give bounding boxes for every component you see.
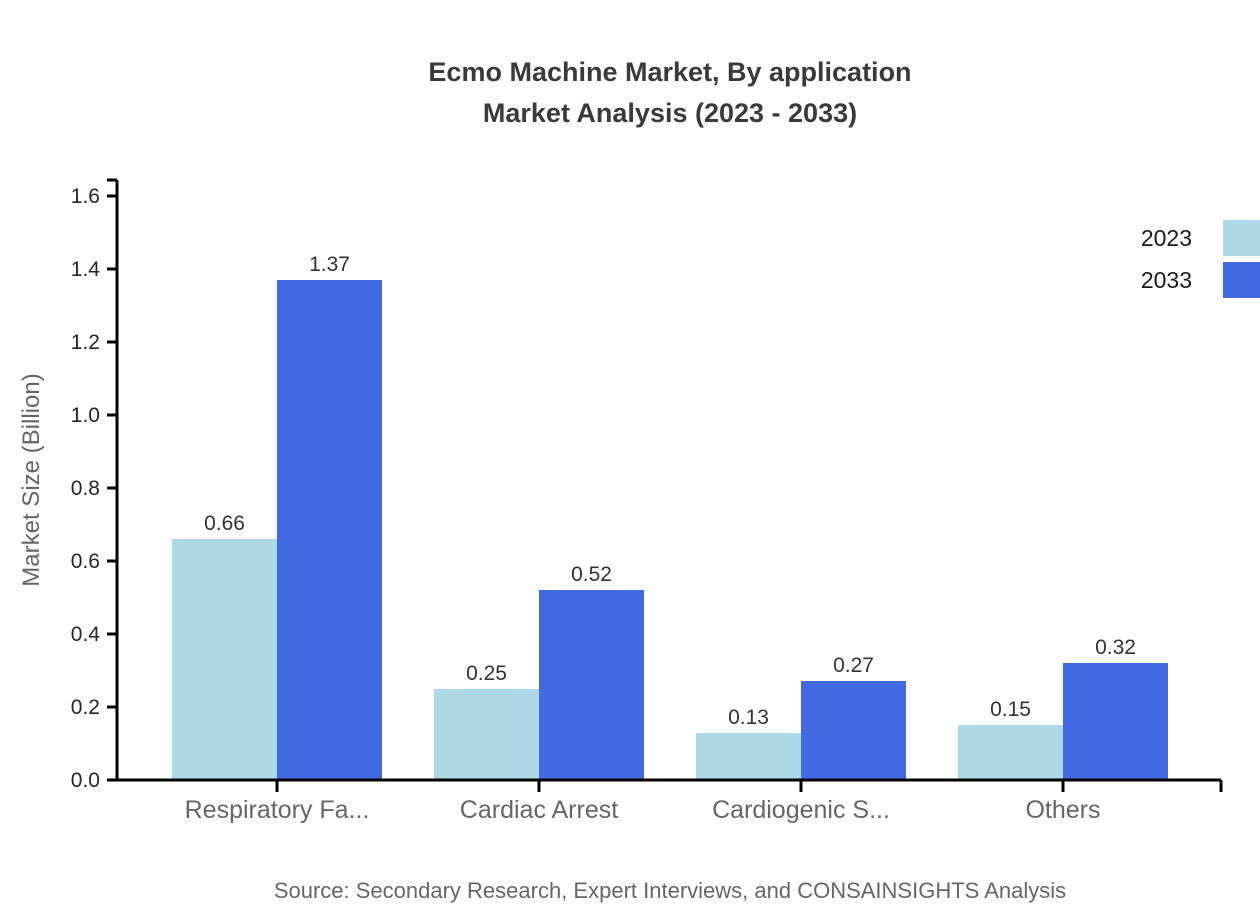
chart-title-line1: Ecmo Machine Market, By application (428, 57, 912, 87)
category-label-2: Cardiogenic S... (712, 796, 890, 824)
legend-swatch-2023 (1223, 220, 1260, 256)
legend-label-2033: 2033 (1141, 267, 1192, 293)
bar-2033-3 (1063, 663, 1168, 780)
y-tick-label: 0.2 (71, 696, 100, 719)
y-tick-label: 0.8 (71, 477, 100, 500)
y-tick-label: 0.0 (71, 769, 100, 792)
bar-2023-3 (958, 725, 1063, 780)
legend-swatch-2033 (1223, 262, 1260, 298)
bar-value-label-2023-0: 0.66 (204, 512, 245, 535)
bar-value-label-2033-2: 0.27 (833, 654, 874, 677)
bar-2033-0 (277, 280, 382, 780)
bar-2033-1 (539, 590, 644, 780)
source-note: Source: Secondary Research, Expert Inter… (273, 878, 1067, 903)
bar-value-label-2023-1: 0.25 (466, 662, 507, 685)
chart-title: Ecmo Machine Market, By application Mark… (80, 52, 1260, 134)
bar-value-label-2033-0: 1.37 (309, 253, 350, 276)
y-tick-label: 0.6 (71, 550, 100, 573)
legend-label-2023: 2023 (1141, 225, 1192, 251)
bar-value-label-2033-3: 0.32 (1095, 636, 1136, 659)
y-tick-label: 1.0 (71, 404, 100, 427)
bar-2033-2 (801, 681, 906, 780)
bar-2023-1 (434, 689, 539, 780)
category-label-1: Cardiac Arrest (460, 796, 618, 824)
y-tick-label: 0.4 (71, 623, 101, 646)
y-tick-label: 1.4 (71, 258, 101, 281)
bar-value-label-2023-3: 0.15 (990, 698, 1031, 721)
category-label-0: Respiratory Fa... (185, 796, 370, 824)
chart-title-line2: Market Analysis (2023 - 2033) (482, 98, 858, 128)
y-tick-label: 1.2 (71, 331, 100, 354)
bar-2023-0 (172, 539, 277, 780)
bar-value-label-2023-2: 0.13 (728, 706, 769, 729)
category-label-3: Others (1025, 796, 1100, 824)
bar-2023-2 (696, 733, 801, 780)
bar-value-label-2033-1: 0.52 (571, 563, 612, 586)
y-tick-label: 1.6 (71, 185, 100, 208)
